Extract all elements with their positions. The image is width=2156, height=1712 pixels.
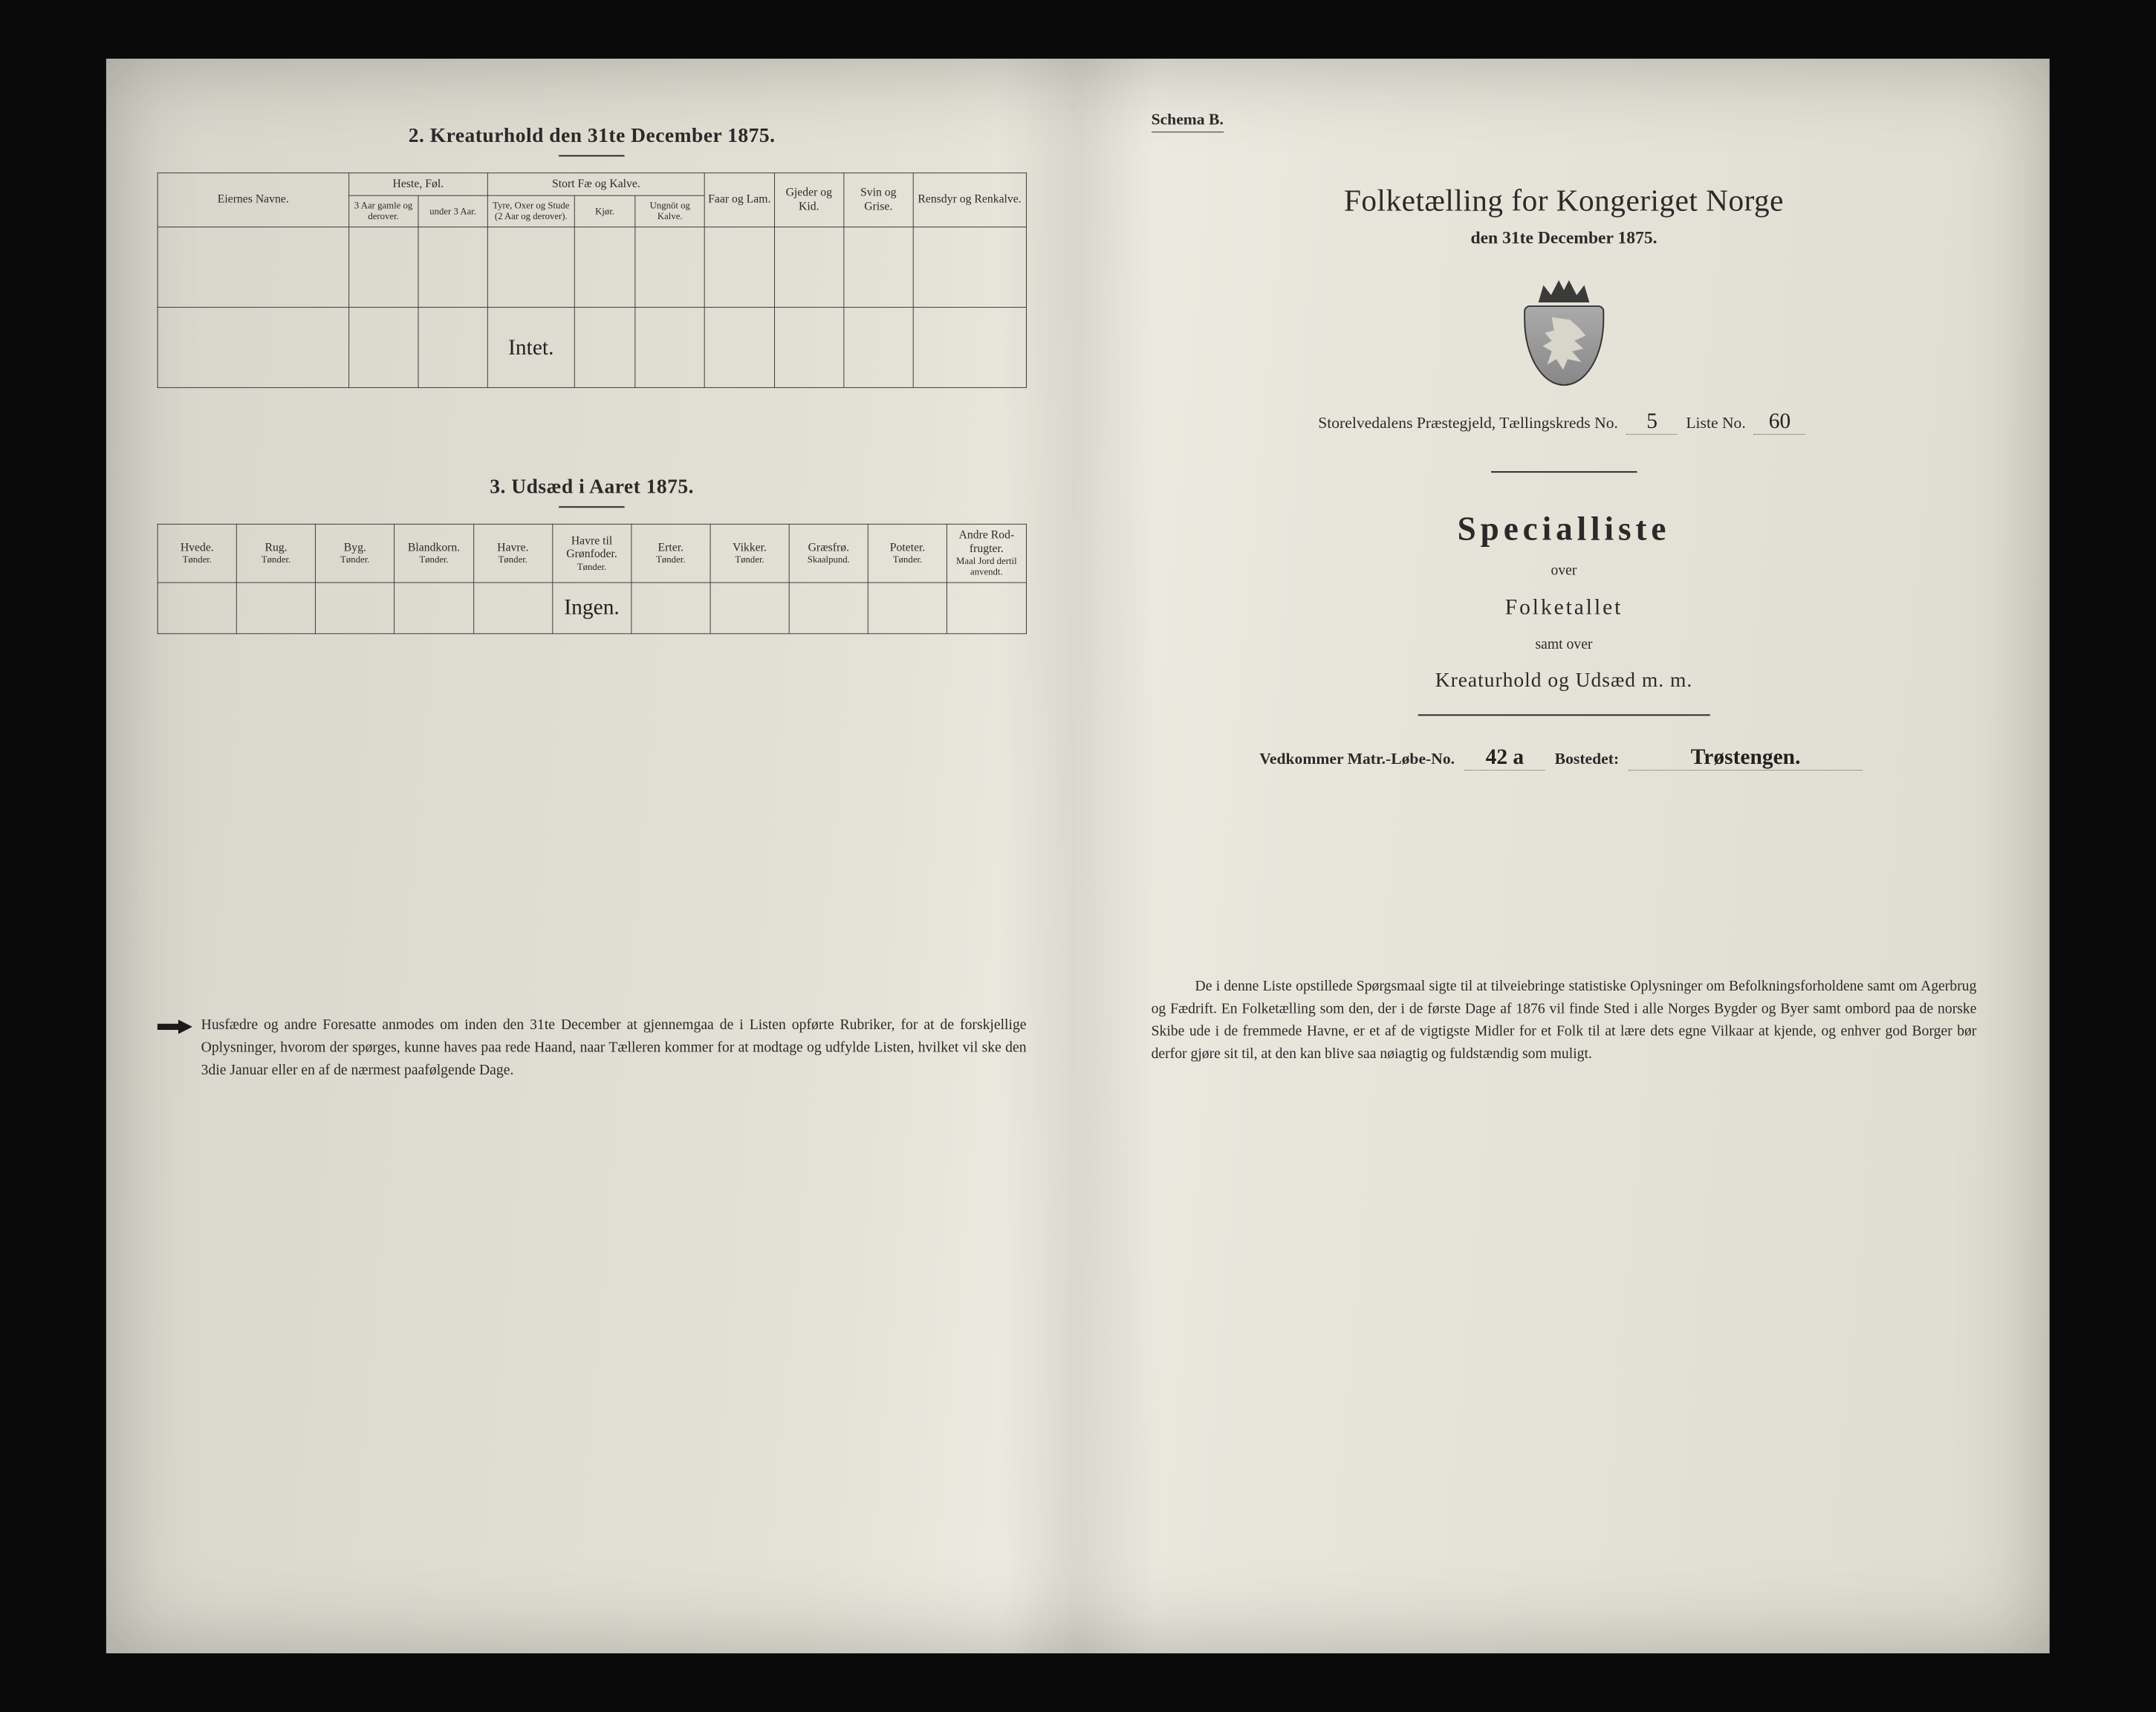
liste-no: 60 <box>1754 409 1805 435</box>
section2-rule <box>559 155 625 157</box>
grp-heste: Heste, Føl. <box>349 173 488 196</box>
lion-icon <box>1543 317 1588 370</box>
left-page: 2. Kreaturhold den 31te December 1875. E… <box>106 59 1078 1653</box>
divider-rule-2 <box>1418 714 1710 715</box>
vedkommer-line: Vedkommer Matr.-Løbe-No. 42 a Bostedet: … <box>1129 745 1998 770</box>
coat-of-arms-icon <box>1520 278 1608 387</box>
left-footnote: Husfædre og andre Foresatte anmodes om i… <box>158 1014 1027 1081</box>
section2-title: 2. Kreaturhold den 31te December 1875. <box>158 124 1027 147</box>
utsaed-table: Hvede.Tønder. Rug.Tønder. Byg.Tønder. Bl… <box>158 524 1027 634</box>
col-svin: Svin og Grise. <box>844 173 914 227</box>
u-col-5: Havre til Grønfoder.Tønder. <box>553 525 631 583</box>
section3-rule <box>559 507 625 508</box>
kreds-no: 5 <box>1626 409 1678 435</box>
u-col-7: Vikker.Tønder. <box>710 525 789 583</box>
kreaturhold-table: Eiernes Navne. Heste, Føl. Stort Fæ og K… <box>158 172 1027 388</box>
samt-over-text: samt over <box>1129 636 1998 653</box>
right-page: Schema B. Folketælling for Kongeriget No… <box>1078 59 2049 1653</box>
u-col-3: Blandkorn.Tønder. <box>394 525 473 583</box>
kreatur-row-1 <box>158 227 1026 308</box>
main-title: Folketælling for Kongeriget Norge <box>1129 184 1998 218</box>
col-eier: Eiernes Navne. <box>158 173 348 227</box>
kreds-prefix: Storelvedalens Præstegjeld, Tællingskred… <box>1318 414 1618 432</box>
u-col-10: Andre Rod-frugter.Maal Jord dertil anven… <box>947 525 1026 583</box>
utsaed-row: Ingen. <box>158 583 1026 634</box>
specialliste-heading: Specialliste <box>1129 509 1998 548</box>
vedk-label: Vedkommer Matr.-Løbe-No. <box>1259 749 1455 768</box>
pointing-hand-icon <box>158 1016 192 1037</box>
shield-icon <box>1524 305 1604 386</box>
col-faar: Faar og Lam. <box>705 173 775 227</box>
kreaturhold-text: Kreaturhold og Udsæd m. m. <box>1129 669 1998 692</box>
u-col-1: Rug.Tønder. <box>237 525 316 583</box>
u-col-2: Byg.Tønder. <box>316 525 394 583</box>
footnote-text: Husfædre og andre Foresatte anmodes om i… <box>201 1014 1027 1081</box>
main-date: den 31te December 1875. <box>1129 229 1998 249</box>
sub-s1: Tyre, Oxer og Stude (2 Aar og derover). <box>488 196 575 227</box>
kreatur-row-2: Intet. <box>158 308 1026 388</box>
kreds-line: Storelvedalens Præstegjeld, Tællingskred… <box>1129 409 1998 435</box>
sub-s3: Ungnöt og Kalve. <box>635 196 705 227</box>
utsaed-value: Ingen. <box>553 583 631 634</box>
col-gjeder: Gjeder og Kid. <box>774 173 844 227</box>
u-col-4: Havre.Tønder. <box>473 525 552 583</box>
col-ren: Rensdyr og Renkalve. <box>913 173 1026 227</box>
u-col-6: Erter.Tønder. <box>631 525 710 583</box>
sub-h1: 3 Aar gamle og derover. <box>349 196 419 227</box>
u-col-0: Hvede.Tønder. <box>158 525 236 583</box>
sub-h2: under 3 Aar. <box>418 196 488 227</box>
right-foot-text: De i denne Liste opstillede Spørgsmaal s… <box>1152 978 1977 1062</box>
bosted-value: Trøstengen. <box>1629 745 1863 770</box>
liste-label: Liste No. <box>1686 414 1746 432</box>
scanned-spread: 2. Kreaturhold den 31te December 1875. E… <box>106 59 2050 1653</box>
u-col-9: Poteter.Tønder. <box>868 525 947 583</box>
bosted-label: Bostedet: <box>1555 749 1619 768</box>
kreatur-value: Intet. <box>488 308 575 388</box>
over-text: over <box>1129 562 1998 580</box>
schema-label: Schema B. <box>1129 110 1998 132</box>
matr-no: 42 a <box>1465 745 1545 770</box>
document-frame: 2. Kreaturhold den 31te December 1875. E… <box>19 15 2137 1697</box>
grp-stort: Stort Fæ og Kalve. <box>488 173 705 196</box>
u-col-8: Græsfrø.Skaalpund. <box>789 525 868 583</box>
utsaed-header-row: Hvede.Tønder. Rug.Tønder. Byg.Tønder. Bl… <box>158 525 1026 583</box>
divider-rule-1 <box>1491 471 1637 473</box>
right-footnote: De i denne Liste opstillede Spørgsmaal s… <box>1129 975 1998 1066</box>
folketallet-text: Folketallet <box>1129 595 1998 620</box>
crown-icon <box>1539 278 1590 302</box>
sub-s2: Kjør. <box>574 196 635 227</box>
section3-title: 3. Udsæd i Aaret 1875. <box>158 476 1027 499</box>
